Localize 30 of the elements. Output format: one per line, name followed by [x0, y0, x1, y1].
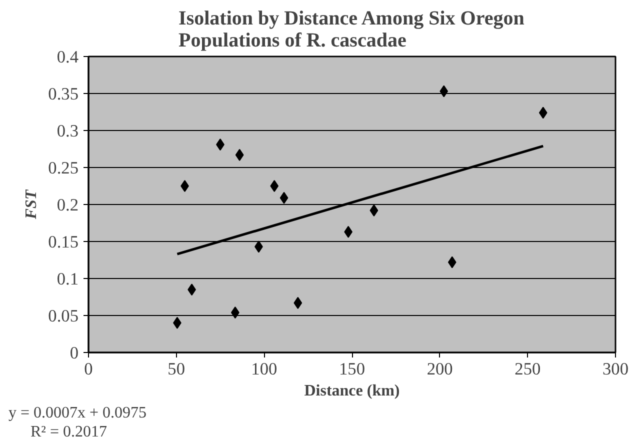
y-tick-label: 0.05	[48, 306, 79, 326]
x-tick-label: 200	[426, 360, 453, 378]
y-tick-label: 0	[70, 344, 79, 362]
point	[180, 180, 189, 192]
point	[448, 256, 456, 268]
y-tick-label: 0.15	[48, 232, 79, 252]
x-tick-label: 150	[339, 360, 366, 378]
x-tick-label: 250	[514, 360, 541, 378]
x-tick-label: 300	[602, 360, 629, 378]
y-tick-label: 0.1	[56, 270, 79, 288]
y-tick-label: 0.25	[48, 158, 79, 178]
point	[270, 180, 279, 192]
x-axis-title: Distance (km)	[304, 382, 400, 400]
x-tick-label: 50	[168, 360, 185, 378]
point	[294, 296, 302, 309]
point	[235, 148, 244, 161]
text: R² = 0.2017	[30, 424, 107, 440]
x-tick-label: 0	[84, 360, 93, 378]
chart-title: Isolation by Distance Among Six Oregon Populations of R. cascadae	[178, 8, 524, 52]
y-tick-label: 0.4	[56, 48, 79, 66]
point	[280, 192, 288, 204]
y-tick-label: 0.3	[56, 122, 79, 140]
x-tick-label: 100	[251, 360, 278, 378]
y-tick-label: 0.35	[48, 84, 79, 104]
text: y = 0.0007x + 0.0975	[8, 404, 147, 422]
point	[370, 204, 378, 216]
point	[538, 106, 548, 119]
y-tick-label: 0.2	[56, 196, 79, 214]
y-axis-title: FST	[23, 188, 40, 220]
point	[440, 85, 448, 98]
